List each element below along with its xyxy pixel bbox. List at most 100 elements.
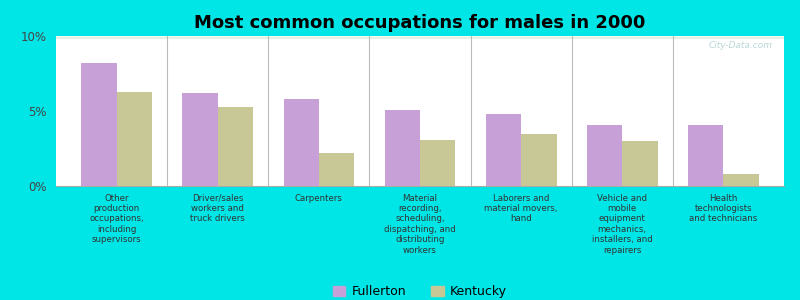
Bar <box>56 37 784 38</box>
Bar <box>56 36 784 38</box>
Bar <box>56 36 784 38</box>
Bar <box>56 37 784 38</box>
Bar <box>56 37 784 39</box>
Bar <box>56 36 784 38</box>
Bar <box>56 37 784 39</box>
Bar <box>56 37 784 38</box>
Bar <box>56 38 784 39</box>
Bar <box>56 37 784 39</box>
Bar <box>56 37 784 38</box>
Bar <box>56 36 784 38</box>
Bar <box>587 124 622 186</box>
Bar <box>56 37 784 38</box>
Bar <box>56 36 784 38</box>
Bar <box>521 134 557 186</box>
Bar <box>56 37 784 38</box>
Bar <box>56 36 784 38</box>
Bar <box>56 37 784 38</box>
Bar <box>56 37 784 38</box>
Bar <box>56 37 784 39</box>
Bar <box>56 36 784 38</box>
Bar <box>56 37 784 38</box>
Title: Most common occupations for males in 2000: Most common occupations for males in 200… <box>194 14 646 32</box>
Bar <box>56 37 784 38</box>
Bar <box>56 36 784 38</box>
Bar <box>385 110 420 186</box>
Bar <box>56 37 784 39</box>
Bar <box>56 36 784 38</box>
Bar <box>56 37 784 38</box>
Bar <box>56 37 784 39</box>
Bar <box>56 37 784 39</box>
Bar <box>56 37 784 39</box>
Bar <box>56 36 784 38</box>
Legend: Fullerton, Kentucky: Fullerton, Kentucky <box>333 285 507 298</box>
Bar <box>56 36 784 38</box>
Bar <box>56 38 784 39</box>
Bar <box>56 37 784 38</box>
Bar <box>56 36 784 38</box>
Bar <box>56 37 784 38</box>
Bar <box>56 37 784 38</box>
Bar <box>56 37 784 39</box>
Bar <box>56 37 784 38</box>
Bar <box>56 36 784 38</box>
Bar <box>56 38 784 39</box>
Bar <box>56 37 784 38</box>
Bar <box>56 36 784 38</box>
Bar <box>56 36 784 38</box>
Bar <box>56 37 784 38</box>
Bar <box>56 37 784 38</box>
Bar <box>56 37 784 38</box>
Bar <box>56 37 784 38</box>
Bar <box>56 38 784 39</box>
Bar <box>218 106 253 186</box>
Bar <box>56 37 784 38</box>
Bar <box>688 124 723 186</box>
Bar <box>56 37 784 39</box>
Bar <box>56 37 784 39</box>
Bar <box>56 36 784 38</box>
Bar <box>56 36 784 38</box>
Bar <box>56 37 784 38</box>
Bar <box>56 37 784 38</box>
Bar <box>56 36 784 38</box>
Bar <box>56 37 784 38</box>
Bar <box>319 153 354 186</box>
Bar <box>117 92 152 186</box>
Bar <box>56 38 784 39</box>
Bar <box>56 37 784 38</box>
Bar <box>56 37 784 38</box>
Text: City-Data.com: City-Data.com <box>709 40 773 50</box>
Bar <box>56 37 784 39</box>
Bar <box>56 38 784 39</box>
Bar <box>56 37 784 39</box>
Bar <box>56 37 784 39</box>
Bar <box>56 37 784 39</box>
Bar <box>182 93 218 186</box>
Bar <box>56 36 784 38</box>
Bar <box>56 38 784 39</box>
Bar <box>56 38 784 39</box>
Bar <box>56 37 784 38</box>
Bar <box>56 37 784 38</box>
Bar <box>56 37 784 38</box>
Bar <box>56 36 784 38</box>
Bar <box>56 36 784 38</box>
Bar <box>56 37 784 38</box>
Bar <box>420 140 455 186</box>
Bar <box>56 37 784 38</box>
Bar <box>56 36 784 38</box>
Bar <box>723 174 758 186</box>
Bar <box>56 37 784 38</box>
Bar <box>56 36 784 38</box>
Bar <box>56 37 784 38</box>
Bar <box>82 63 117 186</box>
Bar <box>56 36 784 38</box>
Bar <box>56 36 784 38</box>
Bar <box>486 114 521 186</box>
Bar <box>56 36 784 38</box>
Bar <box>56 37 784 39</box>
Bar <box>56 36 784 38</box>
Bar <box>56 37 784 39</box>
